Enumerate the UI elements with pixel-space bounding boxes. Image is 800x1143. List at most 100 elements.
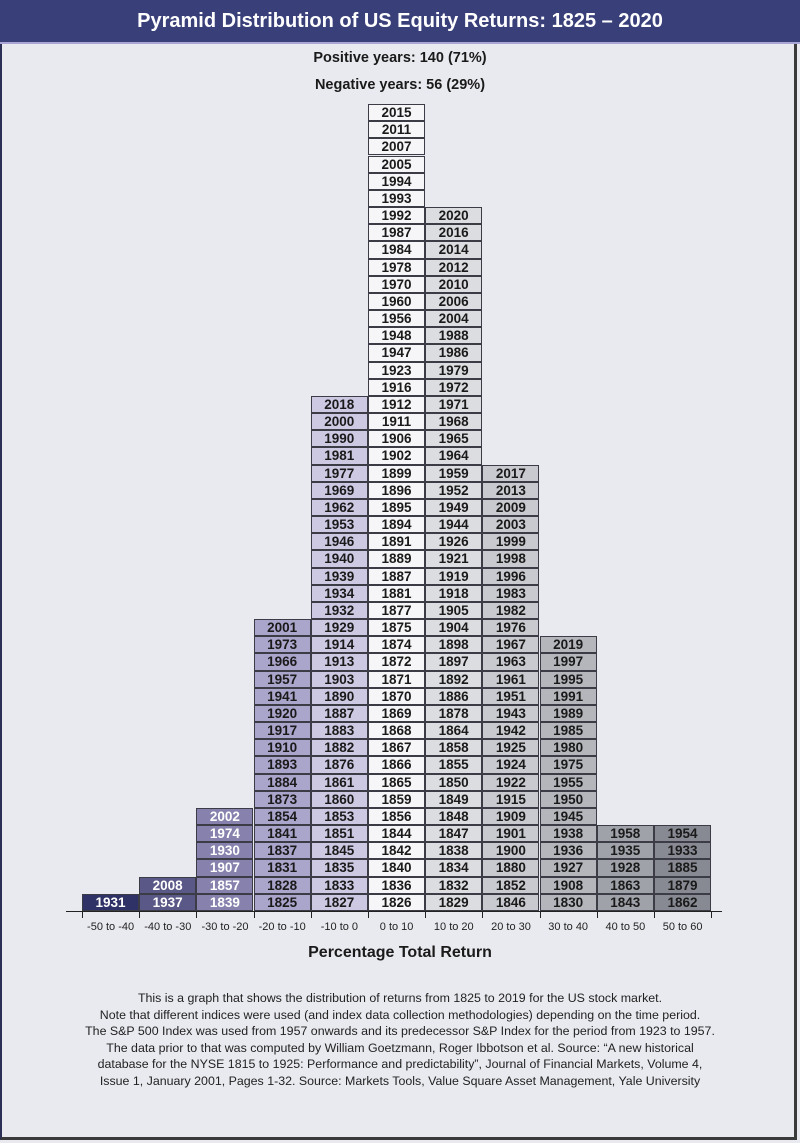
year-cell: 1854 — [253, 807, 311, 826]
year-cell: 1963 — [482, 653, 540, 671]
year-cell: 1920 — [253, 704, 311, 723]
year-cell: 1959 — [425, 464, 483, 482]
footnote-line: database for the NYSE 1815 to 1925: Perf… — [97, 1057, 703, 1072]
column--50-to--40: 1931 — [82, 893, 139, 911]
year-cell: 1897 — [425, 653, 483, 671]
year-cell: 2008 — [139, 876, 197, 894]
year-cell: 1910 — [253, 739, 311, 757]
year-cell: 1909 — [482, 807, 540, 826]
year-cell: 1915 — [482, 790, 540, 808]
year-cell: 1892 — [425, 670, 483, 688]
year-cell: 1938 — [539, 825, 597, 843]
year-cell: 1912 — [368, 395, 425, 414]
year-cell: 1876 — [310, 756, 368, 774]
year-cell: 1873 — [253, 790, 311, 808]
year-cell: 1887 — [310, 704, 368, 723]
year-cell: 1865 — [368, 773, 425, 791]
footnote: This is a graph that shows the distribut… — [20, 990, 780, 1090]
column--20-to--10: 2001 1973 1966 1957 1941 1920 1917 1910 1893 1884… — [253, 619, 311, 911]
year-cell: 1939 — [310, 567, 368, 585]
year-cell: 1993 — [368, 189, 425, 207]
year-cell: 1930 — [196, 842, 254, 860]
year-cell: 1967 — [482, 636, 540, 654]
year-cell: 2018 — [310, 395, 368, 414]
year-cell: 1901 — [482, 825, 540, 843]
year-cell: 1891 — [368, 533, 425, 551]
x-tick — [253, 911, 255, 918]
year-cell: 1906 — [368, 430, 425, 448]
year-cell: 1956 — [368, 310, 425, 328]
year-cell: 1946 — [310, 533, 368, 551]
year-cell: 1942 — [482, 722, 540, 740]
year-cell: 1857 — [196, 876, 254, 894]
year-cell: 1974 — [196, 825, 254, 843]
year-cell: 1958 — [596, 825, 654, 843]
year-cell: 1847 — [425, 825, 483, 843]
year-cell: 1988 — [425, 327, 483, 345]
year-cell: 1881 — [368, 584, 425, 602]
x-tick — [139, 911, 141, 918]
x-tick — [711, 911, 713, 918]
year-cell: 1849 — [425, 790, 483, 808]
positive-years-stat: Positive years: 140 (71%) — [313, 50, 487, 66]
year-cell: 1922 — [482, 773, 540, 791]
year-cell: 1871 — [368, 670, 425, 688]
column-40-to-50: 1958 1935 1928 1863 1843 — [596, 825, 654, 911]
year-cell: 1864 — [425, 722, 483, 740]
x-tick — [310, 911, 312, 918]
year-cell: 1911 — [368, 413, 425, 431]
year-cell: 1852 — [482, 876, 540, 894]
year-cell: 1945 — [539, 807, 597, 826]
year-cell: 1923 — [368, 361, 425, 379]
year-cell: 1943 — [482, 704, 540, 723]
year-cell: 1840 — [368, 859, 425, 877]
year-cell: 1904 — [425, 619, 483, 637]
year-cell: 2019 — [539, 636, 597, 654]
pyramid-chart: 1931 2008 1937 2002 1974 1930 1907 1857 1839 2001… — [82, 104, 711, 911]
year-cell: 1843 — [596, 893, 654, 911]
year-cell: 1827 — [310, 893, 368, 911]
year-cell: 1981 — [310, 447, 368, 465]
year-cell: 1894 — [368, 516, 425, 534]
year-cell: 1965 — [425, 430, 483, 448]
year-cell: 1858 — [425, 739, 483, 757]
x-tick — [539, 911, 541, 918]
year-cell: 1992 — [368, 207, 425, 225]
year-cell: 2000 — [310, 413, 368, 431]
year-cell: 1971 — [425, 395, 483, 414]
year-cell: 1889 — [368, 550, 425, 568]
year-cell: 1969 — [310, 481, 368, 499]
year-cell: 1863 — [596, 876, 654, 894]
year-cell: 1879 — [654, 876, 711, 894]
year-cell: 1954 — [654, 825, 711, 843]
year-cell: 2016 — [425, 224, 483, 242]
year-cell: 1950 — [539, 790, 597, 808]
year-cell: 1845 — [310, 842, 368, 860]
year-cell: 1825 — [253, 893, 311, 911]
year-cell: 1855 — [425, 756, 483, 774]
column-50-to-60: 1954 1933 1885 1879 1862 — [654, 825, 711, 911]
x-tick-label: 30 to 40 — [548, 921, 589, 933]
column-20-to-30: 2017 2013 2009 2003 1999 1998 1996 1983 1982 1976… — [482, 464, 540, 911]
year-cell: 1834 — [425, 859, 483, 877]
year-cell: 1991 — [539, 687, 597, 705]
year-cell: 1962 — [310, 498, 368, 517]
year-cell: 1997 — [539, 653, 597, 671]
year-cell: 1828 — [253, 876, 311, 894]
x-tick-label: -20 to -10 — [258, 921, 306, 933]
x-tick — [368, 911, 369, 918]
year-cell: 1916 — [368, 378, 425, 396]
year-cell: 1941 — [253, 687, 311, 705]
year-cell: 2010 — [425, 275, 483, 293]
year-cell: 1832 — [425, 876, 483, 894]
x-tick-label: 0 to 10 — [379, 921, 414, 933]
year-cell: 1848 — [425, 807, 483, 826]
year-cell: 1869 — [368, 704, 425, 723]
year-cell: 2003 — [482, 516, 540, 534]
year-cell: 2007 — [368, 138, 425, 156]
negative-years-stat: Negative years: 56 (29%) — [314, 77, 486, 93]
year-cell: 1853 — [310, 807, 368, 826]
year-cell: 1859 — [368, 790, 425, 808]
year-cell: 1985 — [539, 722, 597, 740]
